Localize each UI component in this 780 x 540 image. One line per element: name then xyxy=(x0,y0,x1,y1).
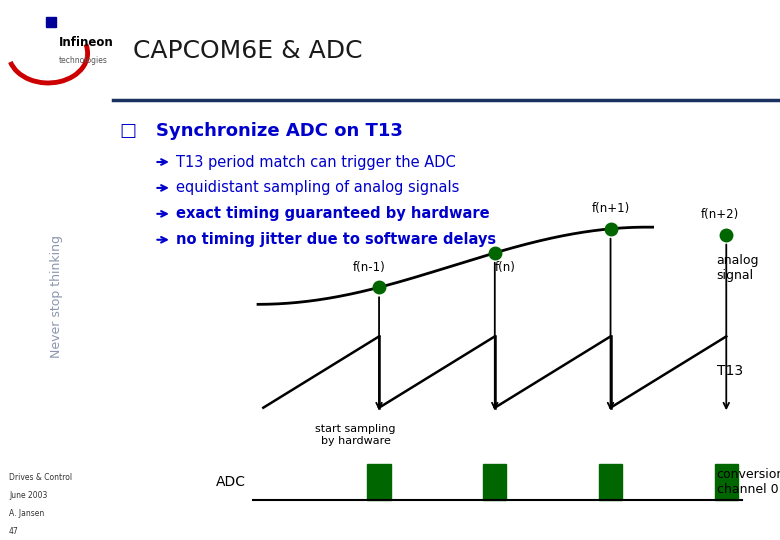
Text: T13: T13 xyxy=(717,364,743,378)
Text: f(n): f(n) xyxy=(495,261,516,274)
Text: technologies: technologies xyxy=(58,56,108,65)
Text: no timing jitter due to software delays: no timing jitter due to software delays xyxy=(176,232,497,247)
Bar xyxy=(484,464,506,500)
Text: Never stop thinking: Never stop thinking xyxy=(50,235,63,359)
Text: T13 period match can trigger the ADC: T13 period match can trigger the ADC xyxy=(176,154,456,170)
Text: exact timing guaranteed by hardware: exact timing guaranteed by hardware xyxy=(176,206,490,221)
Text: Drives & Control: Drives & Control xyxy=(9,474,73,482)
Text: June 2003: June 2003 xyxy=(9,491,48,500)
Text: 47: 47 xyxy=(9,527,19,536)
Bar xyxy=(599,464,622,500)
Text: f(n+2): f(n+2) xyxy=(700,208,739,221)
Text: ADC: ADC xyxy=(216,475,246,489)
Text: Infineon: Infineon xyxy=(58,36,113,49)
Text: conversion
channel 0: conversion channel 0 xyxy=(717,468,780,496)
Text: CAPCOM6E & ADC: CAPCOM6E & ADC xyxy=(133,39,363,63)
Text: signal: signal xyxy=(717,269,753,282)
Text: f(n-1): f(n-1) xyxy=(353,261,385,274)
Bar xyxy=(714,464,738,500)
Text: A. Jansen: A. Jansen xyxy=(9,509,44,518)
Text: Synchronize ADC on T13: Synchronize ADC on T13 xyxy=(157,122,403,140)
Text: start sampling
by hardware: start sampling by hardware xyxy=(315,424,396,446)
Text: □: □ xyxy=(120,122,136,140)
Text: equidistant sampling of analog signals: equidistant sampling of analog signals xyxy=(176,180,460,195)
Text: f(n+1): f(n+1) xyxy=(591,202,629,215)
Text: analog: analog xyxy=(717,254,759,267)
Bar xyxy=(367,464,391,500)
